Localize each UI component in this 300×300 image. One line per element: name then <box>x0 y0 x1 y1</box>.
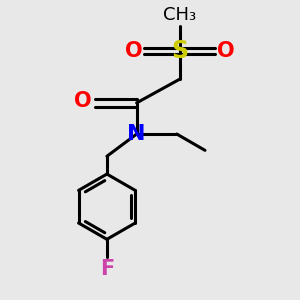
Text: CH₃: CH₃ <box>163 6 196 24</box>
Text: S: S <box>171 39 188 63</box>
Text: F: F <box>100 259 114 279</box>
Text: O: O <box>217 41 235 61</box>
Text: N: N <box>128 124 146 144</box>
Text: O: O <box>74 92 92 111</box>
Text: O: O <box>125 41 142 61</box>
